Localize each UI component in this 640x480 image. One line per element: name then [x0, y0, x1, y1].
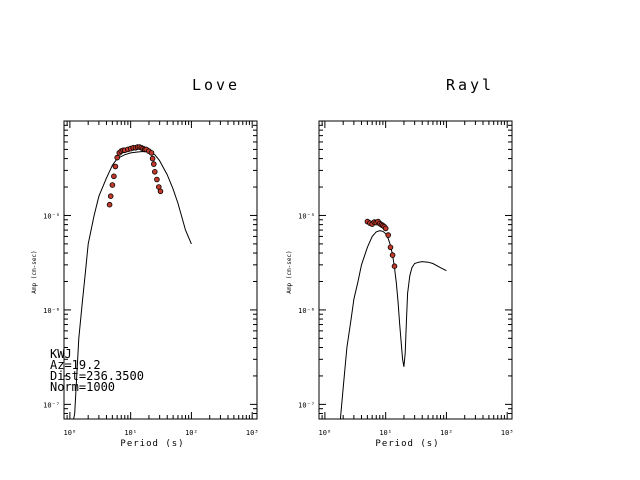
chart-1-x-tick-label: 10⁰	[319, 429, 332, 437]
chart-0-y-axis-label: Amp (cm-sec)	[31, 250, 38, 293]
chart-1-x-tick-label: 10²	[440, 429, 453, 437]
chart-1-plot-frame	[318, 120, 513, 420]
chart-0-observed-point	[112, 163, 119, 170]
chart-0-x-tick-label: 10¹	[124, 429, 137, 437]
chart-1-panel: Rayl 10⁰ 10¹ 10² 10³ 10⁻⁷ 10⁻⁶ 10⁻⁵ Period (s) Am…	[286, 76, 514, 449]
chart-1-x-tick-label: 10³	[501, 429, 514, 437]
chart-0-observed-point	[152, 169, 158, 175]
chart-0-x-ticks	[63, 121, 253, 419]
chart-1-x-tick-label: 10¹	[379, 429, 392, 437]
chart-0-x-axis-label: Period (s)	[120, 439, 184, 449]
chart-1-data	[339, 218, 447, 419]
chart-0-model-curve	[73, 150, 192, 419]
chart-1-y-tick-label: 10⁻⁶	[298, 307, 315, 315]
chart-0-plot-frame	[63, 120, 258, 420]
chart-1-x-ticks	[318, 121, 508, 419]
chart-0-observed-point	[149, 155, 156, 162]
chart-0-observed-point	[148, 150, 155, 156]
chart-0-observed-point	[114, 154, 120, 161]
chart-0-observed-point	[107, 193, 114, 200]
chart-1-y-axis-label: Amp (cm-sec)	[286, 250, 293, 293]
chart-1-observed-point	[391, 263, 398, 270]
chart-0-y-tick-label: 10⁻⁵	[43, 212, 60, 220]
chart-0-y-ticks	[64, 120, 257, 420]
chart-1-observed-point	[385, 232, 392, 238]
chart-0-x-tick-label: 10³	[246, 429, 259, 437]
chart-0-observed-point	[154, 176, 160, 183]
chart-1-observed-point	[387, 244, 394, 251]
chart-0-title: Love	[192, 76, 240, 94]
chart-0-y-tick-label: 10⁻⁶	[43, 307, 60, 315]
chart-0-annotation-2: Dist=236.3500	[50, 369, 144, 383]
chart-1-observed-point	[382, 225, 389, 232]
chart-1-title: Rayl	[446, 76, 494, 94]
chart-0-observed-point	[106, 201, 113, 208]
chart-0-x-tick-label: 10⁰	[64, 429, 77, 437]
chart-0-observed-point	[111, 173, 117, 180]
chart-0-y-tick-label: 10⁻⁷	[43, 401, 60, 409]
chart-0-panel: Love 10⁰ 10¹ 10² 10³ 10⁻⁷ 10⁻⁶ 10⁻⁵ Period (s) Am…	[31, 76, 259, 449]
chart-1-y-ticks	[319, 120, 512, 420]
chart-0-observed-point	[157, 188, 164, 195]
chart-1-y-tick-label: 10⁻⁷	[298, 401, 315, 409]
chart-0-observed-point	[109, 182, 116, 188]
chart-0-x-tick-label: 10²	[185, 429, 198, 437]
chart-1-x-axis-label: Period (s)	[375, 439, 439, 449]
chart-0-annotation-3: Norm=1000	[50, 380, 115, 394]
chart-1-observed-point	[389, 252, 396, 258]
chart-1-y-tick-label: 10⁻⁵	[298, 212, 315, 220]
chart-0-observed-point	[151, 161, 157, 167]
chart-0-annotation-0: KWJ	[50, 347, 72, 361]
chart-0-annotation-1: Az=19.2	[50, 358, 101, 372]
chart-1-model-curve	[339, 230, 447, 419]
chart-0-data	[73, 144, 192, 419]
